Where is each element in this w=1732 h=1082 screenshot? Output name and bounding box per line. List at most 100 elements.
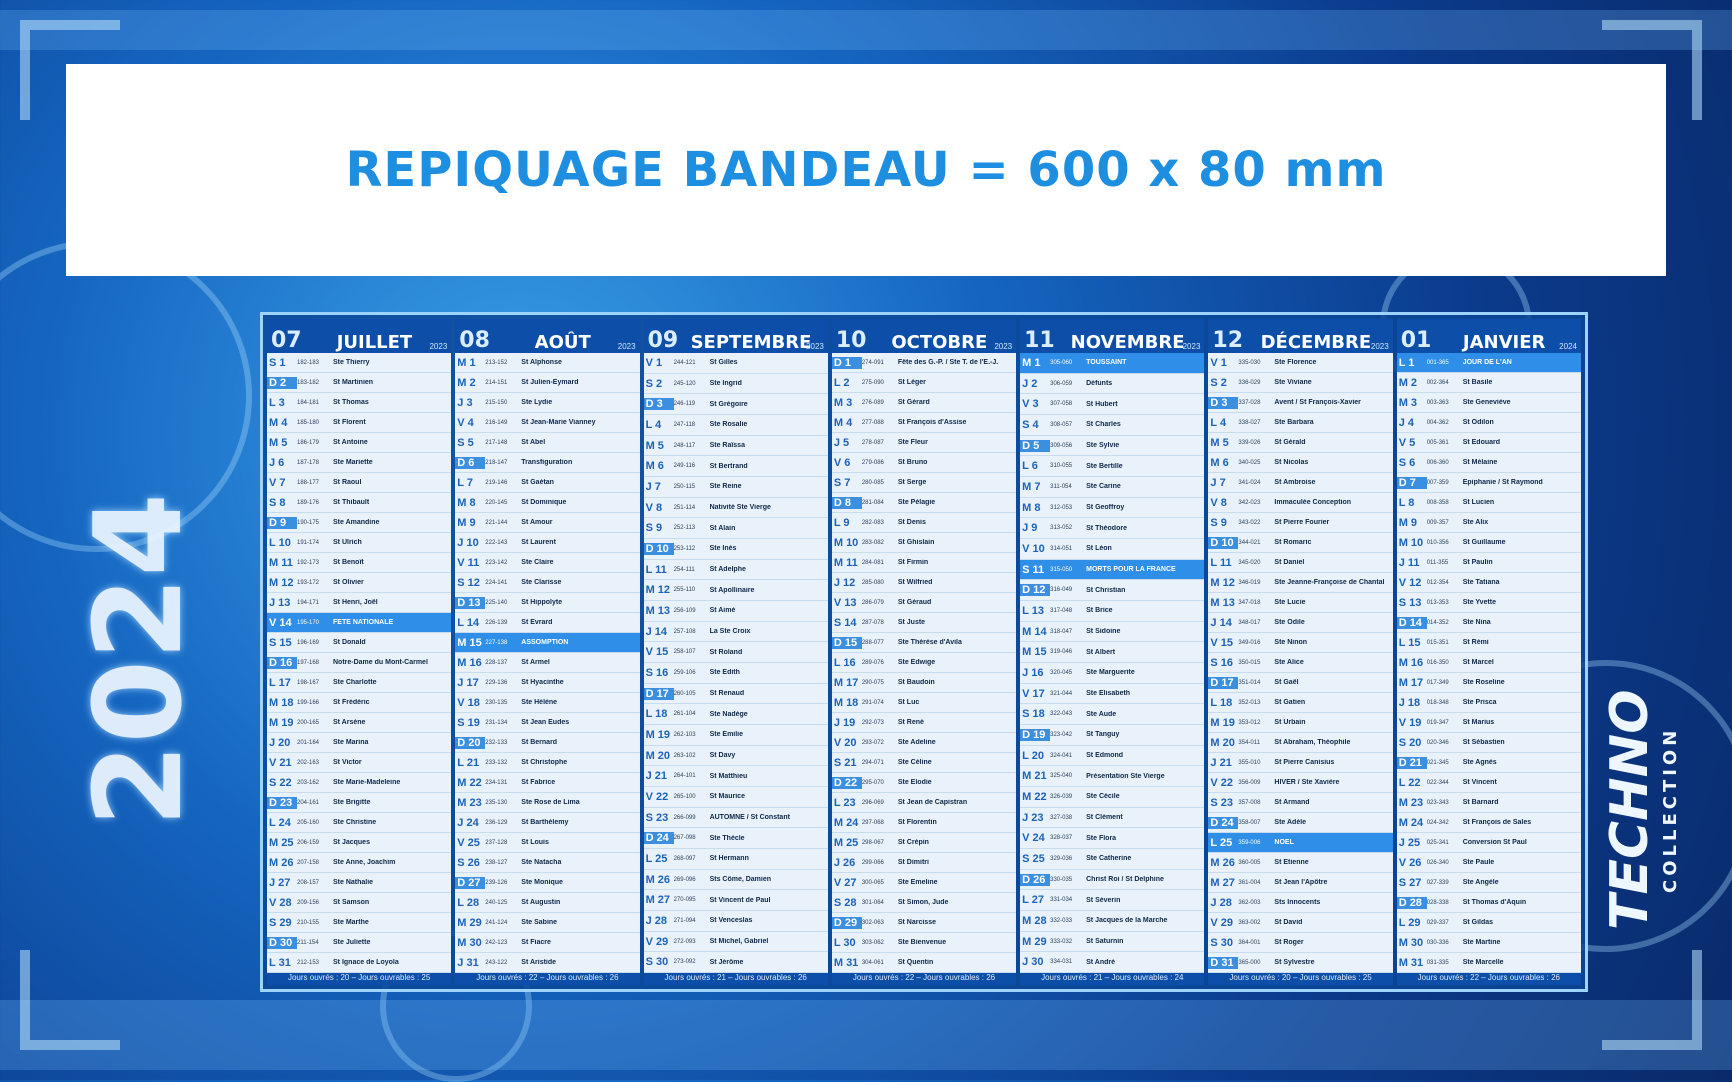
day-label: V 29 [1210, 916, 1234, 929]
day-count: 308-057 [1050, 421, 1073, 428]
month-year: 2023 [1182, 342, 1201, 351]
day-label: S 26 [457, 856, 480, 869]
saint-name: St René [897, 719, 924, 726]
saint-name: Ste Natacha [521, 859, 562, 866]
day-count: 242-123 [485, 939, 508, 946]
saint-name: Ste Barbara [1274, 419, 1314, 426]
day-count: 245-120 [673, 380, 696, 387]
day-label: V 5 [1398, 436, 1416, 449]
day-count: 012-354 [1426, 579, 1449, 586]
saint-name: St François d'Assise [897, 419, 967, 426]
day-row: S 30 364-001 St Roger [1208, 933, 1393, 953]
day-label: J 9 [1022, 522, 1038, 535]
day-count: 320-045 [1050, 669, 1073, 676]
day-count: 361-004 [1238, 879, 1261, 886]
day-row: S 11 315-050 MORTS POUR LA FRANCE [1020, 559, 1205, 581]
day-label: S 19 [457, 716, 480, 729]
saint-name: St Ulrich [333, 539, 362, 546]
month-column: 01 JANVIER 2024 L 1 001-365 JOUR DE L'AN M 2 00… [1396, 319, 1581, 985]
day-count: 212-153 [297, 959, 320, 966]
day-label: D 17 [643, 687, 674, 700]
day-label: L 10 [269, 536, 291, 549]
day-count: 305-060 [1050, 359, 1073, 366]
day-row: D 5 309-056 Ste Sylvie [1020, 436, 1205, 457]
day-label: L 8 [1398, 496, 1415, 509]
day-label: M 12 [269, 576, 294, 589]
day-label: V 10 [1022, 542, 1045, 555]
day-row: D 23 204-161 Ste Brigitte [267, 793, 452, 813]
saint-name: Ste Martine [1462, 939, 1501, 946]
day-count: 016-350 [1426, 659, 1449, 666]
day-row: M 3 003-363 Ste Geneviève [1396, 393, 1581, 413]
day-count: 240-125 [485, 899, 508, 906]
day-row: V 8 251-114 Nativité Ste Vierge [643, 498, 828, 519]
saint-name: St Crépin [897, 839, 929, 846]
day-label: M 31 [833, 956, 859, 969]
day-row: L 20 324-041 St Edmond [1020, 746, 1205, 767]
day-count: 351-014 [1238, 679, 1261, 686]
day-count: 232-133 [485, 739, 508, 746]
day-count: 202-163 [297, 759, 320, 766]
saint-name: Ste Clarisse [521, 579, 562, 586]
day-row: L 1 001-365 JOUR DE L'AN [1396, 353, 1581, 373]
day-label: L 25 [1210, 836, 1233, 849]
saint-name: St Christophe [521, 759, 568, 766]
day-label: J 5 [833, 436, 850, 449]
day-count: 360-005 [1238, 859, 1261, 866]
day-label: V 8 [645, 501, 663, 514]
day-count: 298-067 [861, 839, 884, 846]
brand-logo: TECHNO COLLECTION [1600, 680, 1720, 940]
day-label: V 28 [269, 896, 292, 909]
day-label: V 12 [1398, 576, 1422, 589]
day-label: M 1 [457, 356, 476, 369]
day-count: 310-055 [1050, 463, 1073, 470]
day-row: V 7 188-177 St Raoul [267, 473, 452, 493]
day-count: 358-007 [1238, 819, 1261, 826]
saint-name: Ste Élodie [897, 779, 932, 786]
day-count: 021-345 [1426, 759, 1449, 766]
day-row: V 12 012-354 Ste Tatiana [1396, 573, 1581, 593]
saint-name: St Léon [1086, 545, 1112, 553]
saint-name: St Guillaume [1462, 539, 1506, 546]
day-label: L 22 [1398, 776, 1421, 789]
month-header: 12 DÉCEMBRE 2023 [1208, 319, 1392, 353]
month-year: 2023 [429, 342, 448, 351]
saint-name: Défunts [1086, 380, 1113, 387]
month-name: JUILLET [336, 332, 413, 353]
day-row: M 19 200-165 St Arsène [267, 713, 452, 733]
saint-name: St Alain [709, 524, 736, 532]
day-count: 264-101 [673, 773, 696, 780]
saint-name: Sts Côme, Damien [709, 876, 772, 884]
day-count: 195-170 [297, 619, 320, 626]
day-row: J 25 025-341 Conversion St Paul [1396, 833, 1581, 853]
day-label: V 15 [645, 646, 669, 659]
day-row: D 2 183-182 St Martinien [267, 373, 452, 393]
day-count: 206-159 [297, 839, 320, 846]
day-row: D 26 330-035 Christ Roi / St Delphine [1020, 870, 1205, 891]
saint-name: Ste Florence [1274, 359, 1317, 366]
day-row: V 22 265-100 St Maurice [643, 787, 828, 808]
day-label: S 7 [833, 476, 851, 489]
day-row: J 10 222-143 St Laurent [455, 533, 640, 553]
day-label: L 25 [645, 852, 668, 865]
day-row: L 2 275-090 St Léger [831, 373, 1017, 393]
day-row: D 21 021-345 Ste Agnès [1396, 753, 1581, 773]
day-count: 204-161 [297, 799, 320, 806]
saint-name: Ste Élisabeth [1086, 690, 1131, 698]
saint-name: St Pierre Canisius [1274, 759, 1335, 766]
day-label: M 5 [645, 439, 664, 452]
day-row: V 26 026-340 Ste Paule [1396, 853, 1581, 873]
day-row: M 12 346-019 Ste Jeanne-Françoise de Chant… [1208, 573, 1393, 593]
day-row: M 26 360-005 St Étienne [1208, 853, 1393, 873]
day-row: M 22 234-131 St Fabrice [455, 773, 640, 793]
day-label: D 20 [455, 736, 486, 749]
day-row: M 18 199-166 St Frédéric [267, 693, 452, 713]
saint-name: Ste Flora [1086, 834, 1117, 842]
day-row: M 9 009-357 Ste Alix [1396, 513, 1581, 533]
day-count: 294-071 [861, 759, 884, 766]
day-label: J 17 [457, 676, 479, 689]
day-count: 292-073 [861, 719, 884, 726]
saint-name: Ste Angèle [1462, 879, 1499, 886]
day-label: J 7 [645, 480, 661, 493]
day-count: 357-008 [1238, 799, 1261, 806]
